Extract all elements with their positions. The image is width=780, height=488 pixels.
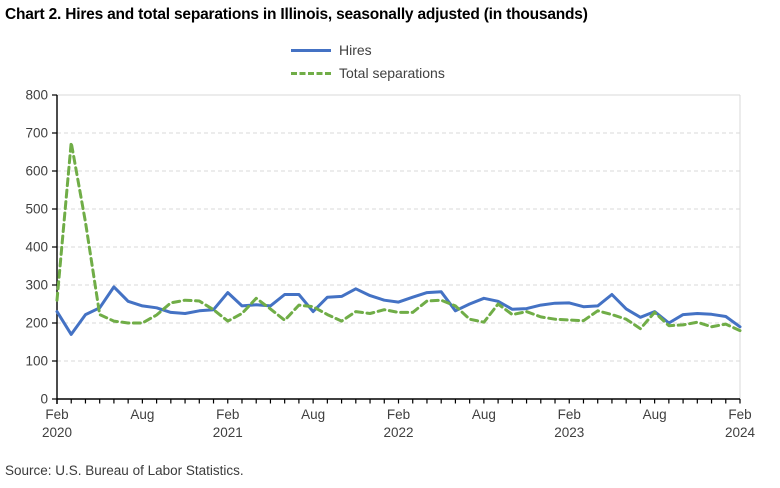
- hires-line-sample-icon: [291, 48, 331, 52]
- x-axis-year-label: 2021: [213, 425, 243, 440]
- source-note: Source: U.S. Bureau of Labor Statistics.: [5, 463, 244, 478]
- x-axis-year-label: 2023: [554, 425, 584, 440]
- x-axis-year-label: 2022: [383, 425, 413, 440]
- y-axis-label: 600: [25, 164, 48, 179]
- legend-item-hires: Hires: [291, 41, 445, 59]
- y-axis-label: 700: [25, 126, 48, 141]
- x-axis-label: Feb: [558, 407, 581, 422]
- legend-label-hires: Hires: [339, 42, 372, 58]
- x-axis-label: Aug: [130, 407, 154, 422]
- x-axis-label: Feb: [387, 407, 410, 422]
- x-axis-label: Aug: [472, 407, 496, 422]
- y-axis-label: 0: [40, 392, 48, 407]
- total-separations-line: [55, 141, 742, 333]
- x-axis-label: Feb: [216, 407, 239, 422]
- y-axis-label: 500: [25, 202, 48, 217]
- legend-item-total-separations: Total separations: [291, 64, 445, 82]
- x-axis-label: Aug: [301, 407, 325, 422]
- y-axis-label: 400: [25, 240, 48, 255]
- chart-title: Chart 2. Hires and total separations in …: [5, 6, 588, 23]
- y-axis-label: 800: [25, 88, 48, 103]
- legend: Hires Total separations: [291, 41, 445, 82]
- x-axis-year-label: 2024: [725, 425, 756, 440]
- y-axis-label: 200: [25, 316, 48, 331]
- x-axis-label: Feb: [728, 407, 751, 422]
- y-axis-label: 100: [25, 354, 48, 369]
- total-separations-line-sample-icon: [291, 71, 331, 75]
- x-axis-year-label: 2020: [42, 425, 72, 440]
- hires-line: [55, 285, 742, 336]
- x-axis-label: Aug: [643, 407, 667, 422]
- y-axis-label: 300: [25, 278, 48, 293]
- x-axis-label: Feb: [45, 407, 68, 422]
- legend-label-total-separations: Total separations: [339, 65, 445, 81]
